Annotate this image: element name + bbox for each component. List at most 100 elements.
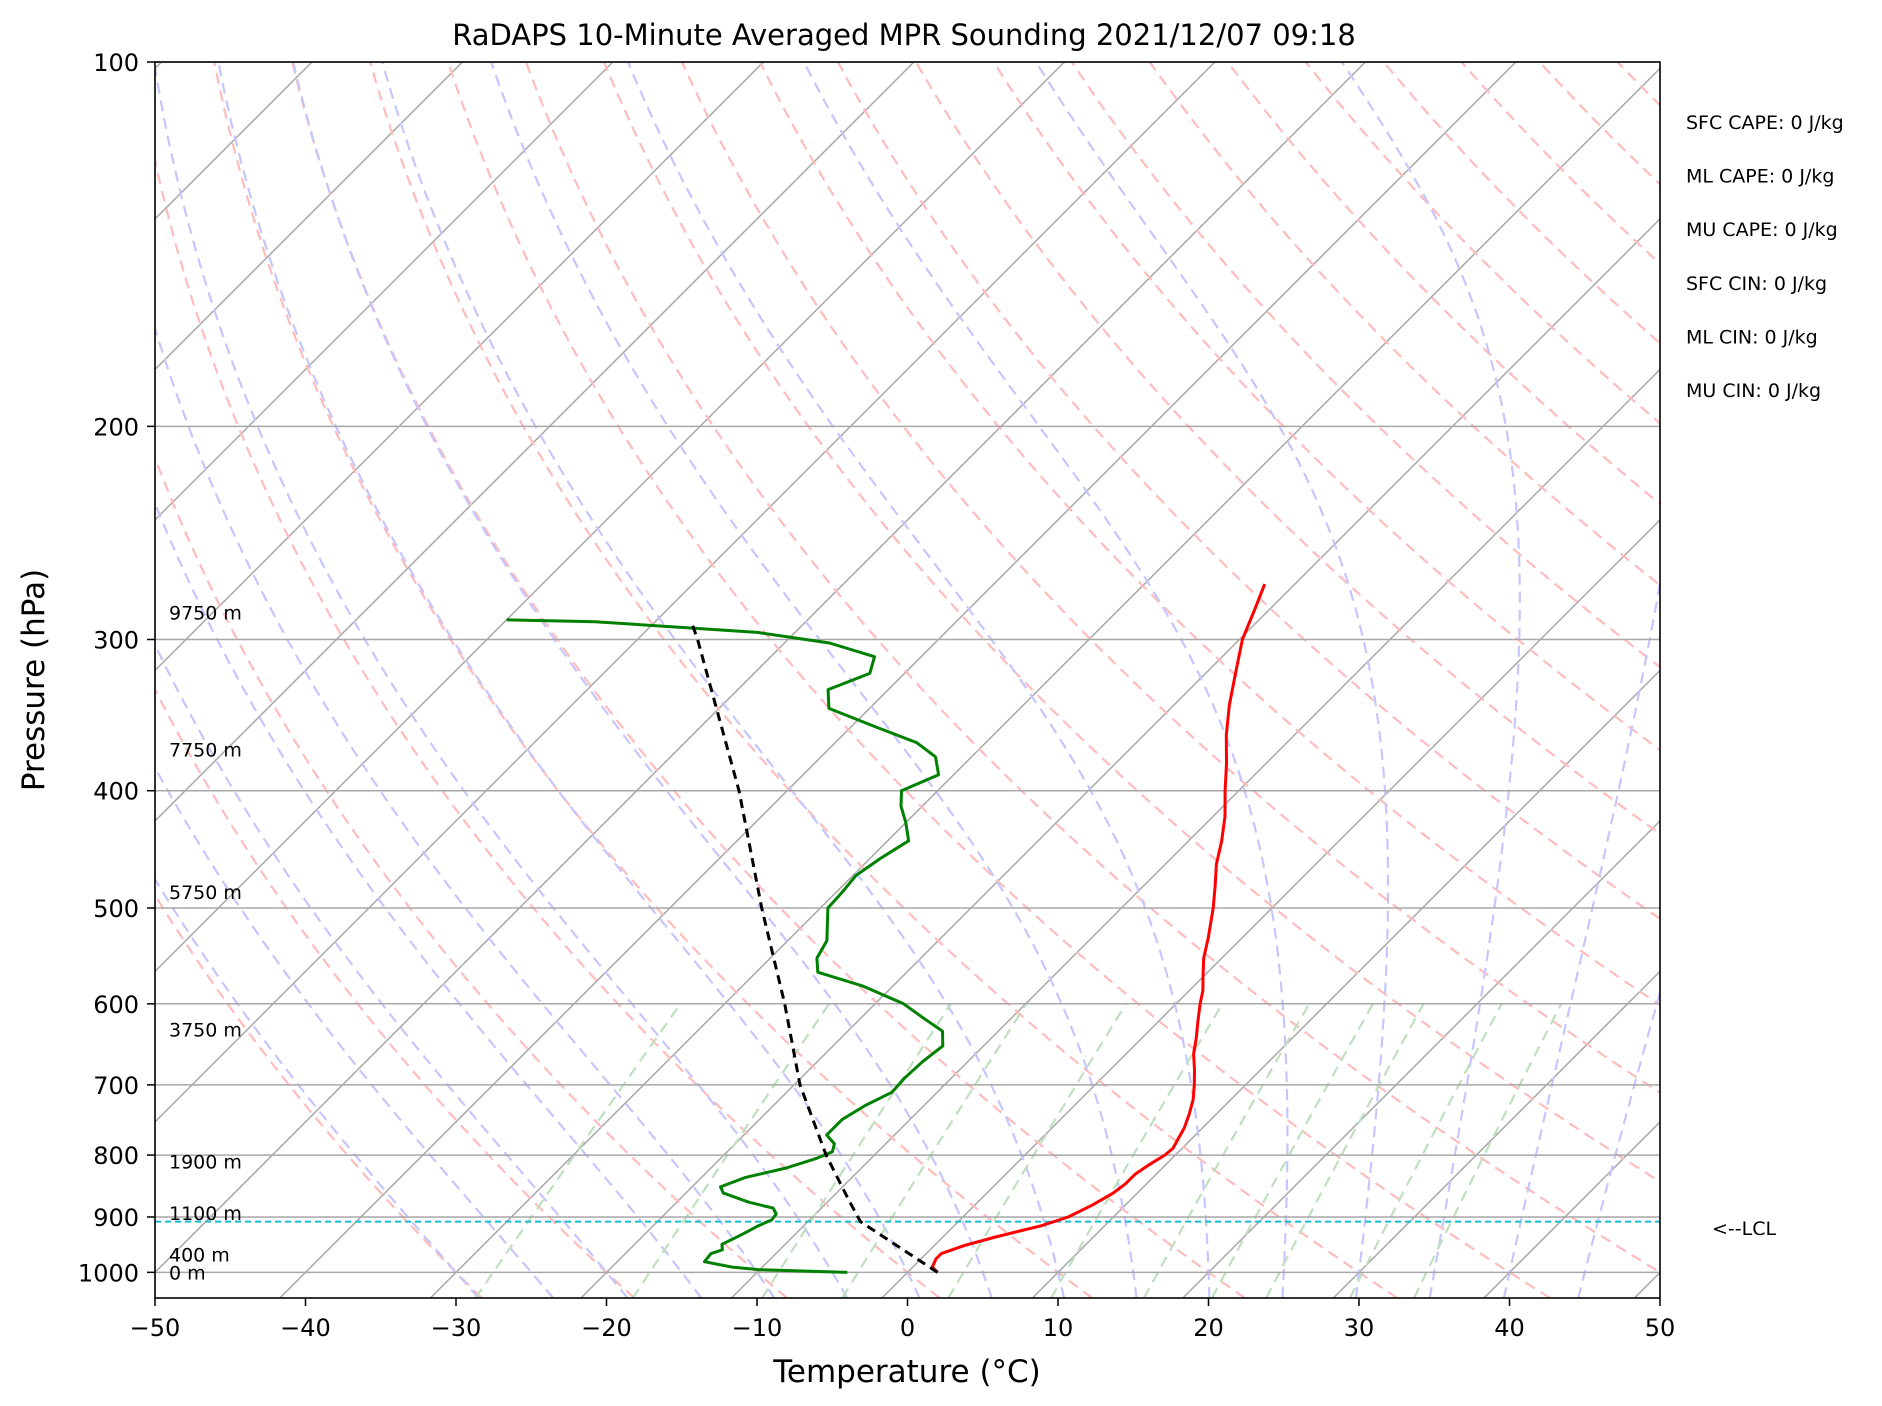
dry-adiabat (680, 62, 1660, 1094)
mixing-ratio-line (631, 1003, 831, 1298)
dry-adiabat (602, 62, 1660, 1183)
moist-adiabat (292, 62, 993, 1298)
stability-indices: SFC CAPE: 0 J/kg ML CAPE: 0 J/kg MU CAPE: … (1686, 112, 1844, 402)
parcel-path-line (689, 621, 939, 1274)
stability-index-text: ML CAPE: 0 J/kg (1686, 166, 1834, 188)
height-labels: 9750 m 7750 m 5750 m 3750 m 1900 m 1100 m 400 … (169, 603, 242, 1285)
x-tick-label: 50 (1645, 1314, 1676, 1342)
stability-index-text: MU CIN: 0 J/kg (1686, 380, 1821, 402)
dry-adiabat (1695, 62, 1882, 1298)
y-tick-label: 800 (93, 1142, 139, 1170)
moist-adiabat (155, 765, 555, 1298)
x-axis: −50 −40 −30 −20 −10 0 10 20 30 40 50 (130, 1298, 1676, 1342)
isotherm-line (1182, 819, 1660, 1298)
x-tick-label: 10 (1043, 1314, 1074, 1342)
dry-adiabat (213, 62, 1093, 1298)
dry-adiabat (155, 687, 636, 1298)
isotherm-line (1785, 62, 1882, 1298)
mixing-ratio-line (1265, 1003, 1425, 1298)
height-label: 1900 m (169, 1152, 242, 1174)
mixing-ratio-line (841, 1003, 1028, 1298)
moist-adiabat (1502, 577, 1660, 1298)
mixing-ratio-line (1211, 1003, 1374, 1298)
dry-adiabat (758, 62, 1660, 1007)
isotherm-line (0, 62, 11, 1298)
height-label: 1100 m (169, 1203, 242, 1225)
isotherm-line (155, 62, 1065, 973)
isotherm-line (155, 62, 614, 521)
x-tick-label: 40 (1494, 1314, 1525, 1342)
lcl-label: <--LCL (1712, 1218, 1776, 1240)
moist-adiabat (802, 62, 1289, 1298)
dry-adiabat (155, 455, 788, 1298)
mixing-ratio-line (947, 1003, 1127, 1298)
isotherm-line (279, 62, 1517, 1298)
data-lines (155, 583, 1660, 1274)
height-label: 5750 m (169, 882, 242, 904)
isotherm-line (1031, 669, 1660, 1298)
y-tick-label: 600 (93, 991, 139, 1019)
y-tick-label: 700 (93, 1072, 139, 1100)
moist-adiabat (155, 324, 776, 1298)
x-tick-label: 20 (1193, 1314, 1224, 1342)
x-tick-label: −40 (280, 1314, 331, 1342)
temperature-line (930, 583, 1267, 1274)
mixing-ratio-line (1050, 1003, 1224, 1298)
height-label: 9750 m (169, 603, 242, 625)
chart-title: RaDAPS 10-Minute Averaged MPR Sounding 2… (452, 18, 1356, 52)
height-label: 3750 m (169, 1019, 242, 1041)
moist-adiabat (155, 642, 629, 1298)
moist-adiabat (155, 500, 703, 1298)
y-tick-label: 500 (93, 895, 139, 923)
x-tick-label: −10 (732, 1314, 783, 1342)
dry-adiabat (155, 155, 941, 1298)
dry-adiabat (524, 62, 1660, 1274)
plot-background (155, 62, 1660, 1298)
moist-adiabat (381, 62, 1066, 1298)
isotherm-line (155, 62, 1366, 1274)
dry-adiabat (369, 62, 1399, 1298)
background-lines (0, 62, 1882, 1298)
y-tick-label: 300 (93, 626, 139, 654)
dry-adiabat (1070, 62, 1660, 669)
isotherm-line (580, 217, 1660, 1298)
y-tick-label: 100 (93, 49, 139, 77)
stability-index-text: MU CAPE: 0 J/kg (1686, 219, 1838, 241)
moist-adiabat (1035, 62, 1390, 1298)
mixing-ratio-line (1142, 1003, 1311, 1298)
x-tick-label: −30 (431, 1314, 482, 1342)
dewpoint-line (506, 618, 945, 1274)
isotherm-line (1332, 970, 1660, 1298)
stability-index-text: ML CIN: 0 J/kg (1686, 326, 1818, 348)
dry-adiabat (447, 62, 1551, 1298)
moist-adiabat (1340, 62, 1521, 1298)
isotherm-line (155, 62, 1216, 1123)
mixing-ratio-line (1349, 1003, 1503, 1298)
moist-adiabat (155, 62, 849, 1298)
stability-index-text: SFC CAPE: 0 J/kg (1686, 112, 1844, 134)
isotherm-line (1633, 1271, 1660, 1298)
isotherm-line (881, 518, 1660, 1298)
mixing-ratio-line (1413, 1003, 1563, 1298)
mixing-ratio-line (474, 1003, 682, 1298)
height-label: 0 m (169, 1262, 206, 1284)
y-axis: 100 200 300 400 500 600 700 800 900 1000 (78, 49, 155, 1287)
mixing-ratio-line (761, 1003, 952, 1298)
x-tick-label: −20 (581, 1314, 632, 1342)
dry-adiabat (992, 62, 1660, 752)
dry-adiabat (836, 62, 1660, 921)
height-label: 400 m (169, 1245, 230, 1267)
isotherm-line (155, 62, 915, 822)
height-label: 7750 m (169, 740, 242, 762)
x-tick-label: 0 (900, 1314, 915, 1342)
isotherm-line (155, 62, 463, 371)
moist-adiabat (490, 62, 1138, 1298)
moist-adiabat (155, 877, 480, 1298)
moist-adiabat (217, 62, 921, 1298)
x-tick-label: 30 (1344, 1314, 1375, 1342)
y-tick-label: 400 (93, 778, 139, 806)
dry-adiabat (291, 62, 1246, 1298)
y-tick-label: 200 (93, 413, 139, 441)
y-axis-label: Pressure (hPa) (16, 569, 52, 791)
